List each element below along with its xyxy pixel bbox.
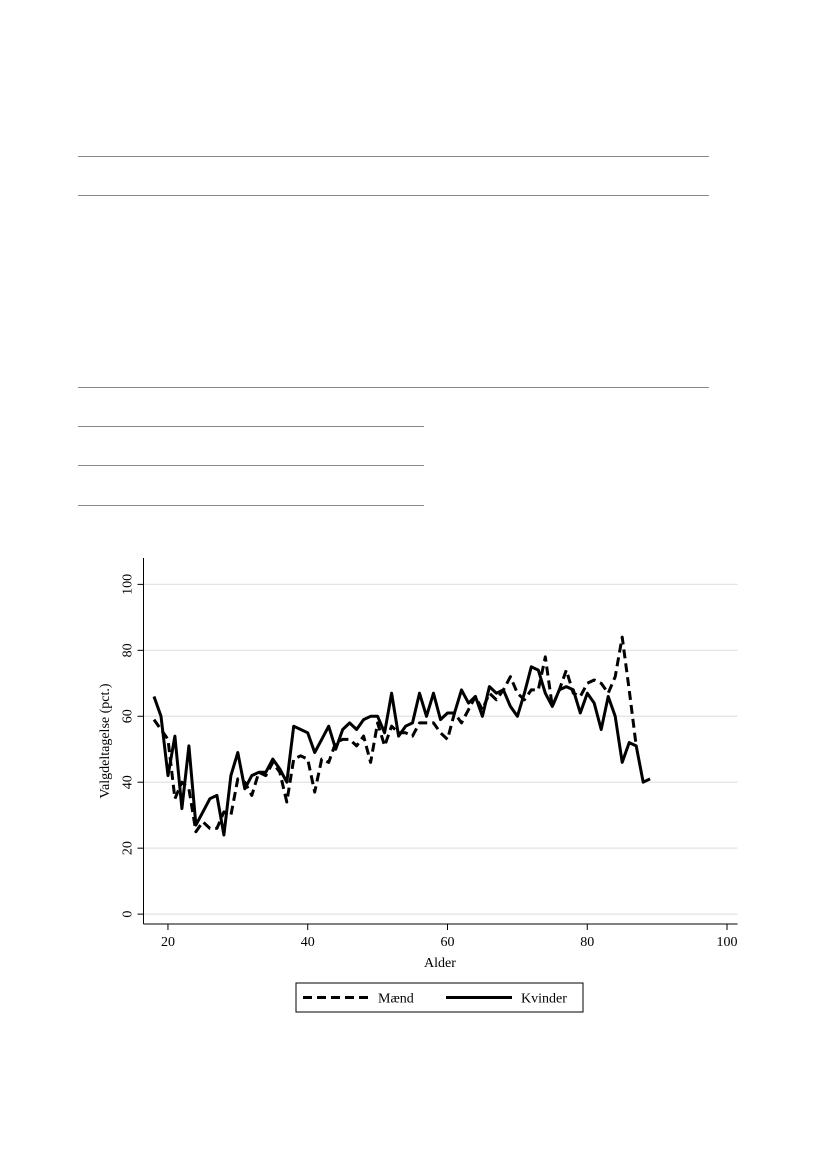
series-line — [152, 665, 651, 837]
x-tick-label: 40 — [301, 935, 315, 950]
y-tick-label: 100 — [121, 574, 136, 595]
y-axis-label: Valgdeltagelse (pct.) — [98, 683, 113, 798]
x-tick-label: 80 — [580, 935, 594, 950]
x-axis-label: Alder — [424, 956, 456, 971]
table-rules — [78, 156, 709, 506]
y-tick-label: 60 — [121, 709, 136, 723]
legend-label: Mænd — [378, 992, 414, 1007]
x-tick-label: 100 — [717, 935, 738, 950]
legend-box — [295, 982, 584, 1013]
y-tick-label: 80 — [121, 643, 136, 657]
y-tick-label: 20 — [121, 841, 136, 855]
x-tick-label: 20 — [161, 935, 175, 950]
y-tick-label: 0 — [121, 911, 136, 918]
legend-label: Kvinder — [521, 992, 567, 1007]
y-tick-label: 40 — [121, 775, 136, 789]
x-tick-label: 60 — [440, 935, 454, 950]
